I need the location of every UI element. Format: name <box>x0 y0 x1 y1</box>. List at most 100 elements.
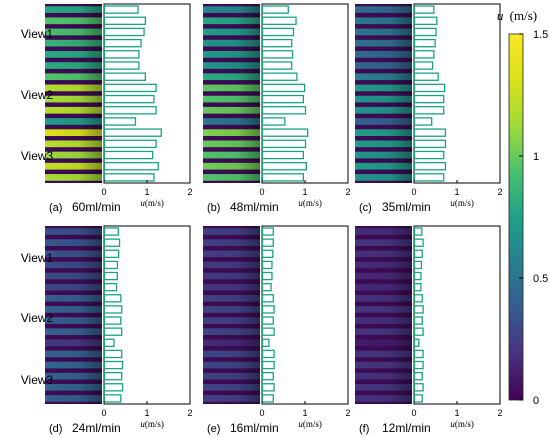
x-tick-label: 2 <box>345 187 350 197</box>
velocity-bar <box>103 338 115 348</box>
velocity-bar <box>103 61 140 70</box>
velocity-bar <box>413 139 447 149</box>
velocity-bar <box>261 349 275 359</box>
velocity-bar <box>261 5 289 14</box>
velocity-bar <box>261 338 270 348</box>
velocity-bar <box>103 360 124 370</box>
velocity-bar <box>261 38 293 48</box>
colorbar-tick-label: 0 <box>533 395 539 407</box>
panel-label: (f) <box>359 423 369 435</box>
velocity-bar <box>413 83 446 93</box>
x-axis-label-unit: (m/s) <box>145 419 164 429</box>
velocity-bar <box>103 349 123 359</box>
colorbar-title: u (m/s) <box>497 8 537 23</box>
x-axis-label: u(m/s) <box>450 198 474 208</box>
velocity-bar <box>103 294 122 303</box>
velocity-bar <box>261 305 275 314</box>
velocity-bar <box>261 16 297 26</box>
velocity-bar <box>413 173 445 182</box>
velocity-bar <box>413 360 424 370</box>
velocity-bar <box>261 150 304 160</box>
panel-label: (a) <box>49 202 62 214</box>
velocity-bar <box>261 128 309 137</box>
flow-image-shading <box>355 226 412 404</box>
velocity-bar <box>103 117 137 126</box>
velocity-bar <box>103 50 140 59</box>
panel-1: 0 1 2 u(m/s) (a) 60ml/min <box>45 3 193 214</box>
x-tick-label: 2 <box>187 408 192 418</box>
view-label-bottom-3: View3 <box>21 373 54 387</box>
velocity-bar <box>103 161 159 171</box>
velocity-bar <box>413 128 447 137</box>
velocity-bar <box>413 260 423 270</box>
panel-title: 16ml/min <box>230 421 279 435</box>
velocity-bar <box>261 260 273 270</box>
colorbar-title-unit: (m/s) <box>510 8 537 23</box>
velocity-bar <box>261 316 274 325</box>
velocity-bar <box>413 349 424 359</box>
velocity-bar <box>413 294 423 303</box>
panel-title: 24ml/min <box>72 421 121 435</box>
velocity-bar <box>261 27 295 37</box>
velocity-bar <box>103 271 119 281</box>
x-axis-label-unit: (m/s) <box>303 419 322 429</box>
velocity-bar <box>413 5 435 14</box>
velocity-bar <box>261 106 307 115</box>
velocity-bar <box>261 227 274 236</box>
velocity-bar <box>413 327 424 336</box>
velocity-bar <box>413 227 423 236</box>
velocity-bar <box>103 106 157 115</box>
velocity-bar <box>103 150 154 160</box>
panel-title: 35ml/min <box>382 200 431 214</box>
velocity-bar <box>103 260 119 270</box>
flow-image-shading <box>203 226 260 404</box>
view-label-bottom-2: View2 <box>21 311 54 325</box>
velocity-bar <box>103 16 146 26</box>
x-tick-label: 0 <box>411 408 416 418</box>
x-axis-label-var: u <box>298 419 303 429</box>
velocity-bar <box>413 72 439 81</box>
velocity-bar <box>103 282 118 292</box>
velocity-bar <box>413 271 422 281</box>
velocity-bar <box>413 161 447 171</box>
colorbar-tick-label: 0.5 <box>533 273 548 285</box>
velocity-bar <box>413 16 438 26</box>
x-tick-label: 2 <box>497 187 502 197</box>
velocity-bar <box>261 83 306 93</box>
velocity-bar <box>413 38 436 48</box>
velocity-bar <box>261 327 275 336</box>
velocity-bar <box>103 371 123 381</box>
x-tick-label: 1 <box>302 187 307 197</box>
colorbar-tick-label: 1 <box>533 151 539 163</box>
velocity-bar <box>261 238 274 247</box>
x-tick-label: 0 <box>101 187 106 197</box>
x-tick-label: 0 <box>259 408 264 418</box>
x-axis-label-var: u <box>450 198 455 208</box>
velocity-bar <box>413 249 423 259</box>
velocity-bar <box>261 249 274 259</box>
panel-3: 0 1 2u(m/s)(c) 35ml/min <box>355 3 503 214</box>
velocity-bar <box>261 161 308 171</box>
velocity-bar <box>413 106 445 115</box>
x-tick-label: 0 <box>101 408 106 418</box>
velocity-bar <box>413 27 437 37</box>
velocity-bar <box>413 282 422 292</box>
velocity-bar <box>103 394 122 403</box>
x-axis-label-unit: (m/s) <box>455 198 474 208</box>
panel-6: 0 1 2 u(m/s) (f) 12ml/min <box>355 225 503 435</box>
velocity-bar <box>261 117 286 126</box>
x-tick-label: 1 <box>454 187 459 197</box>
velocity-bar <box>413 383 424 392</box>
velocity-bar <box>103 249 120 259</box>
panel-4: 0 1 2 u(m/s) (d) 24ml/min <box>45 225 193 435</box>
velocity-bar <box>261 139 307 149</box>
velocity-bar <box>413 50 435 59</box>
x-tick-label: 2 <box>187 187 192 197</box>
velocity-bar <box>413 61 434 70</box>
velocity-bar <box>261 50 294 59</box>
velocity-bar <box>413 338 420 348</box>
velocity-bar <box>261 360 275 370</box>
x-axis-label: u(m/s) <box>298 419 322 429</box>
colorbar-ticks: 1.5 1 0.5 0 <box>519 29 548 407</box>
